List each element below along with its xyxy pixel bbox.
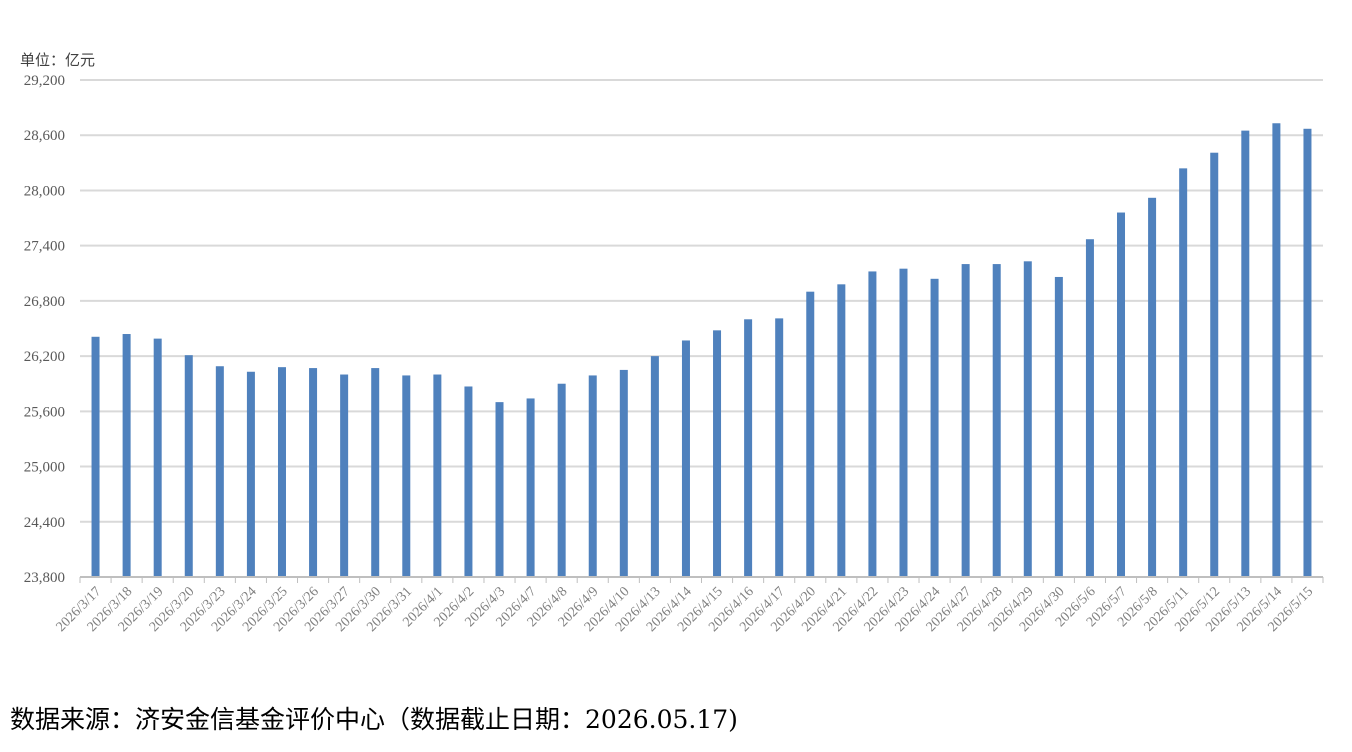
bar [1303,128,1312,577]
y-tick-label: 25,000 [24,460,65,476]
bar [806,291,815,577]
axes [79,576,1324,583]
bar [930,278,939,577]
gridlines [80,79,1323,523]
bar [246,371,255,577]
bar-chart: 23,800 24,400 25,000 25,600 26,200 26,800 27,4… [20,51,1324,635]
bar [681,340,690,577]
bar [1054,276,1063,577]
y-tick-label: 24,400 [24,515,65,531]
y-tick-label: 28,000 [24,183,65,199]
y-tick-labels: 23,800 24,400 25,000 25,600 26,200 26,800 27,4… [24,73,65,586]
bar [1023,261,1032,577]
y-tick-label: 26,800 [24,294,65,310]
bars [91,123,1312,578]
unit-label: 单位：亿元 [20,51,96,69]
bar [277,367,286,577]
bar [588,375,597,577]
y-tick-label: 28,600 [24,128,65,144]
y-tick-label: 29,200 [24,73,65,89]
y-tick-label: 26,200 [24,349,65,365]
bar [837,284,846,577]
y-tick-label: 25,600 [24,404,65,420]
bar [122,334,131,577]
bar [650,356,659,577]
bar [215,366,224,577]
bar [495,402,504,577]
bar [433,374,442,577]
bar [1272,123,1281,577]
bar [184,355,193,577]
y-tick-label: 23,800 [24,570,65,586]
bar [1085,239,1094,578]
bar [1117,212,1126,578]
bar [775,318,784,577]
y-tick-label: 27,400 [24,239,65,255]
bar [340,374,349,577]
bar [557,383,566,577]
bar [309,368,318,577]
bar [1179,168,1188,577]
source-note: 数据来源：济安金信基金评价中心（数据截止日期：2026.05.17) [10,705,738,734]
bar [371,368,380,577]
bar [992,264,1001,577]
x-tick-labels: 2026/3/172026/3/182026/3/192026/3/202026… [54,584,1317,635]
bar [1210,152,1219,577]
bar [899,268,908,577]
bar [744,319,753,577]
bar [153,338,162,577]
bar [91,336,100,577]
bar [619,369,628,577]
bar [1241,130,1250,578]
bar [868,271,877,577]
chart-svg: 23,800 24,400 25,000 25,600 26,200 26,800 27,4… [24,73,1324,635]
bar [713,330,722,577]
bar [402,375,411,577]
bar [961,264,970,577]
bar [526,398,535,577]
bar [464,386,473,577]
bar [1148,197,1157,577]
